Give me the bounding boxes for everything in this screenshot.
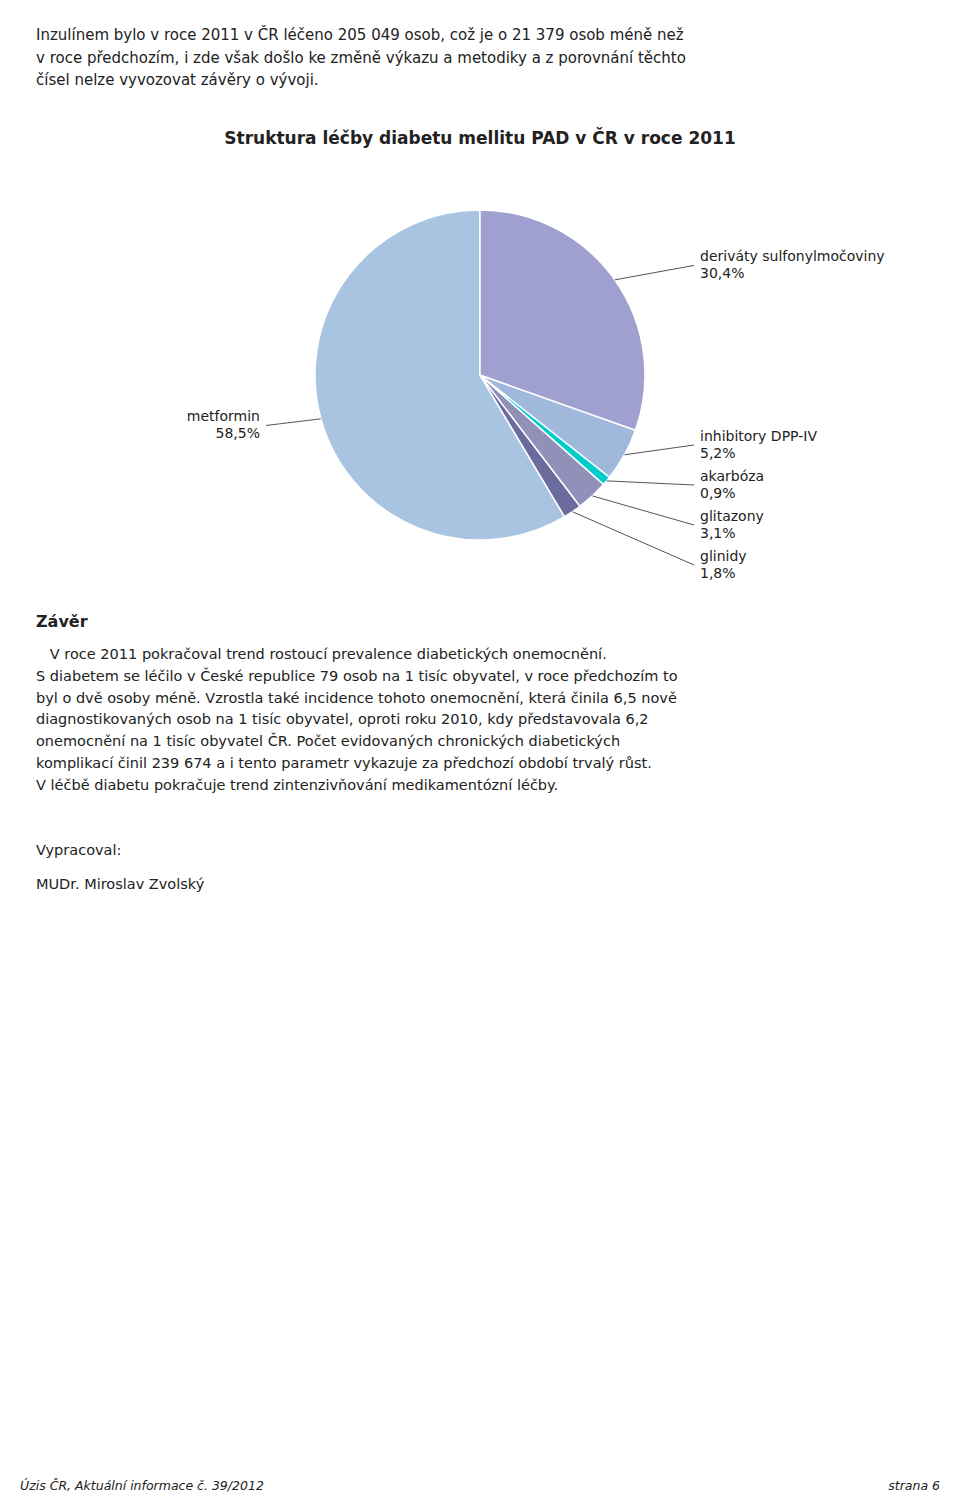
data-labels: metformin58,5% glinidy1,8% glitazony3,1% ak… <box>187 248 885 581</box>
value-label: 1,8% <box>700 565 736 581</box>
pie-slice <box>480 210 645 430</box>
data-label: akarbóza0,9% <box>700 468 764 501</box>
slices <box>315 210 645 540</box>
paragraph: V roce 2011 pokračoval trend rostoucí pr… <box>36 644 924 666</box>
value-label: 58,5% <box>216 425 260 441</box>
category-label: glitazony <box>700 508 764 524</box>
category-label: deriváty sulfonylmočoviny <box>700 248 885 264</box>
footer: Úzis ČR, Aktuální informace č. 39/2012 st… <box>20 1478 940 1493</box>
value-label: 0,9% <box>700 485 736 501</box>
author-line: MUDr. Miroslav Zvolský <box>36 874 924 896</box>
footer-left: Úzis ČR, Aktuální informace č. 39/2012 <box>20 1478 264 1493</box>
leader-line <box>624 445 694 455</box>
value-label: 3,1% <box>700 525 736 541</box>
leader-line <box>592 496 694 525</box>
pie-chart: metformin58,5% glinidy1,8% glitazony3,1% ak… <box>0 165 960 595</box>
value-label: 30,4% <box>700 265 744 281</box>
leader-line <box>266 419 321 426</box>
data-label: inhibitory DPP-IV5,2% <box>700 428 817 461</box>
data-label: glinidy1,8% <box>700 548 747 581</box>
chart-title: Struktura léčby diabetu mellitu PAD v ČR… <box>36 128 924 148</box>
section-title: Závěr <box>36 610 924 634</box>
paragraph: S diabetem se léčilo v České republice 7… <box>36 666 924 797</box>
data-label: metformin58,5% <box>187 408 260 441</box>
data-label: deriváty sulfonylmočoviny30,4% <box>700 248 885 281</box>
conclusion: Závěr V roce 2011 pokračoval trend rosto… <box>36 610 924 796</box>
category-label: glinidy <box>700 548 747 564</box>
category-label: inhibitory DPP-IV <box>700 428 817 444</box>
category-label: akarbóza <box>700 468 764 484</box>
leader-line <box>615 265 694 279</box>
footer-right: strana 6 <box>888 1478 940 1493</box>
author: Vypracoval: MUDr. Miroslav Zvolský <box>36 840 924 908</box>
author-line: Vypracoval: <box>36 840 924 862</box>
header-text: Inzulínem bylo v roce 2011 v ČR léčeno 2… <box>36 24 924 92</box>
category-label: metformin <box>187 408 260 424</box>
value-label: 5,2% <box>700 445 736 461</box>
leader-line <box>607 481 694 485</box>
data-label: glitazony3,1% <box>700 508 764 541</box>
